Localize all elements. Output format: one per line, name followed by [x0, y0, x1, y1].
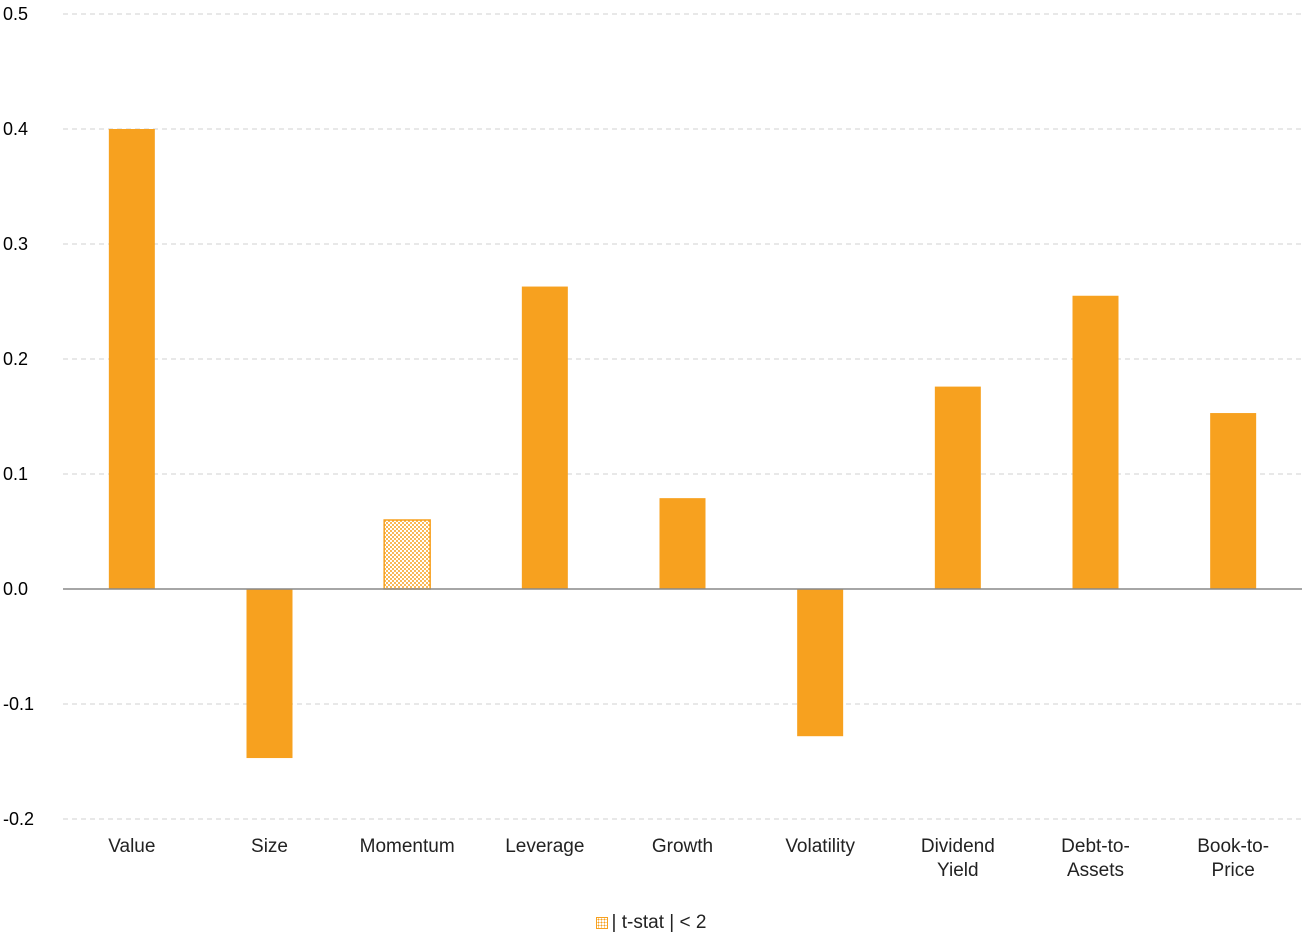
y-tick-label: 0.2	[3, 349, 28, 369]
x-tick-label: Momentum	[360, 836, 455, 857]
x-tick-label: Debt-to-Assets	[1061, 836, 1130, 881]
legend-label: | t-stat | < 2	[611, 912, 707, 933]
x-tick-label: Growth	[652, 836, 713, 857]
bar-value	[108, 129, 155, 589]
x-tick-label: Size	[251, 836, 288, 857]
bar-chart: 0.5 0.4 0.3 0.2 0.1 0.0 -0.1 -0.2 Value Size Mome…	[3, 4, 1302, 881]
y-tick-label: 0.3	[3, 234, 28, 254]
legend-hatched-swatch-icon	[595, 917, 608, 929]
x-tick-label: Volatility	[785, 836, 855, 857]
x-tick-label: Value	[108, 836, 155, 857]
bar-size	[246, 589, 293, 759]
y-tick-label: 0.0	[3, 579, 28, 599]
bar-debt-to-assets	[1072, 295, 1119, 589]
bar-growth	[659, 498, 706, 589]
y-tick-label: 0.5	[3, 4, 28, 24]
y-tick-label: 0.4	[3, 119, 28, 139]
bar-leverage	[521, 286, 568, 589]
bar-volatility	[797, 589, 844, 737]
y-tick-label: 0.1	[3, 464, 28, 484]
legend: | t-stat | < 2	[0, 912, 1302, 934]
bar-momentum	[383, 519, 431, 590]
x-tick-label: Book-to-Price	[1197, 836, 1269, 881]
y-tick-label: -0.2	[3, 809, 34, 829]
x-tick-label: Leverage	[505, 836, 584, 857]
bar-dividend-yield	[934, 386, 981, 589]
x-tick-label: Dividend Yield	[921, 836, 995, 881]
bar-book-to-price	[1210, 413, 1257, 589]
y-axis-ticks: 0.5 0.4 0.3 0.2 0.1 0.0 -0.1 -0.2	[3, 4, 34, 829]
x-axis-labels: Value Size Momentum Leverage Growth Volatilit…	[108, 836, 1269, 881]
bars	[108, 129, 1257, 759]
y-tick-label: -0.1	[3, 694, 34, 714]
